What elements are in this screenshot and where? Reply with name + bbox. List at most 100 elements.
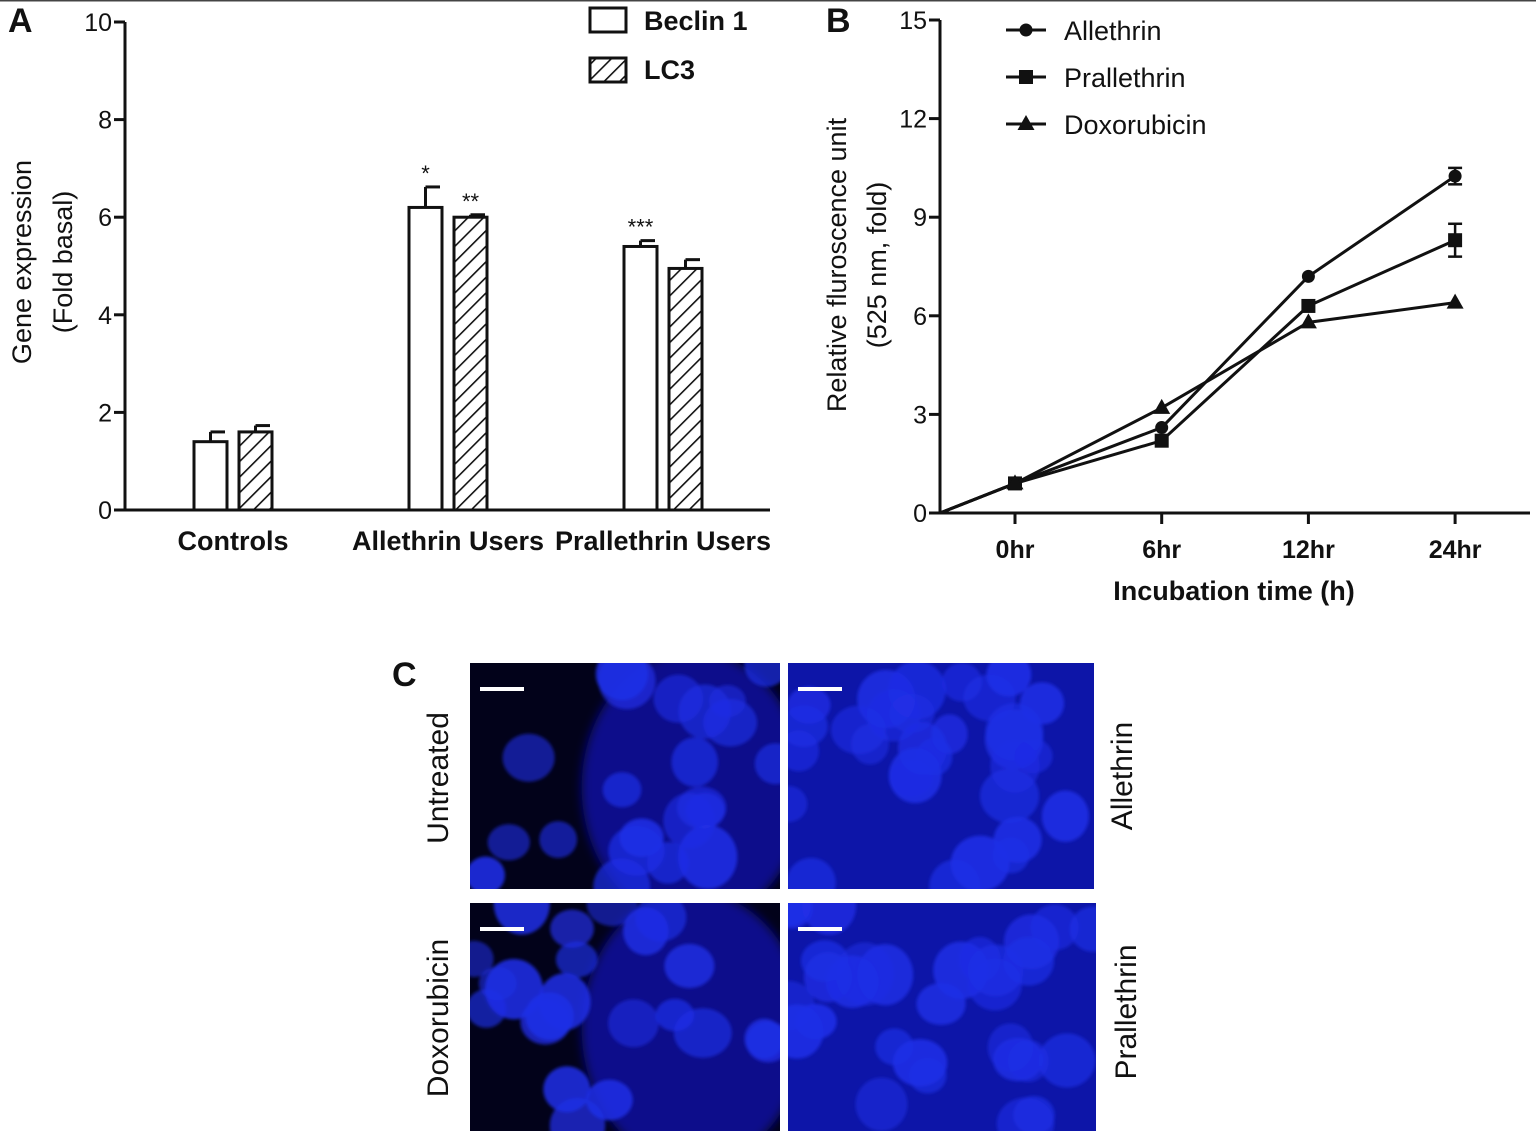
panel-b-x-ticks: 0hr 6hr 12hr 24hr: [996, 513, 1482, 564]
nucleus: [608, 825, 665, 876]
point-allethrin-12hr: [1301, 269, 1315, 283]
micrograph-allethrin: [788, 663, 1094, 889]
nucleus: [802, 903, 857, 935]
nucleus: [555, 941, 598, 978]
nucleus: [857, 669, 916, 729]
nucleus: [673, 1008, 732, 1058]
legend-label-prallethrin: Prallethrin: [1064, 63, 1186, 93]
nucleus: [663, 793, 716, 849]
nucleus: [709, 685, 746, 718]
x-tick-label: 6hr: [1142, 536, 1181, 564]
x-tick-label: 0hr: [996, 536, 1035, 564]
point-allethrin-6hr: [1155, 421, 1169, 435]
y-tick-label: 0: [98, 497, 112, 525]
legend-marker-prallethrin: [1019, 70, 1033, 84]
nucleus: [487, 824, 530, 861]
panel-b: B 0 3 6 9 12 15 Relative fluroscence unit (52…: [822, 2, 1530, 606]
panel-b-y-title-1: Relative fluroscence unit: [822, 117, 852, 412]
point-doxorubicin-0hr: [1006, 474, 1024, 490]
legend-swatch-beclin: [588, 6, 628, 34]
nucleus: [543, 1066, 591, 1113]
micrograph-nuclei: [470, 903, 780, 1131]
nucleus: [788, 903, 814, 929]
category-label: Controls: [178, 526, 289, 556]
scale-bar: [798, 927, 842, 931]
micrograph-grid: [470, 663, 1096, 1131]
legend-label-lc3: LC3: [644, 55, 695, 85]
y-tick-label: 2: [98, 399, 112, 427]
nucleus: [744, 663, 780, 687]
bar-lc3-allethrin-users: [452, 215, 489, 512]
y-tick-label: 6: [913, 303, 927, 331]
micrograph-label-prallethrin: Prallethrin: [1110, 944, 1143, 1079]
nucleus: [875, 1028, 914, 1066]
nucleus: [493, 903, 550, 935]
panel-a-y-ticks: 0 2 4 6 8 10: [84, 9, 125, 525]
significance-mark: ***: [628, 215, 654, 240]
category-label: Prallethrin Users: [555, 526, 771, 556]
point-prallethrin-12hr: [1301, 298, 1316, 313]
nucleus: [1019, 682, 1065, 725]
panel-a-y-title-1: Gene expression: [7, 160, 37, 364]
panel-b-x-title: Incubation time (h): [1113, 576, 1354, 606]
panel-a-letter: A: [8, 2, 33, 40]
nucleus: [950, 835, 1010, 889]
nucleus: [788, 857, 836, 889]
x-tick-label: 12hr: [1282, 536, 1335, 564]
nucleus: [586, 903, 638, 927]
panel-a: A 0 2 4 6 8 10 Gene expression (Fold basal) *…: [7, 2, 771, 556]
y-tick-label: 8: [98, 107, 112, 135]
panel-a-legend: Beclin 1 LC3: [588, 6, 748, 85]
y-tick-label: 9: [913, 204, 927, 232]
nucleus: [889, 759, 933, 798]
nucleus: [754, 743, 780, 785]
nucleus: [608, 999, 659, 1048]
nucleus: [664, 943, 715, 989]
panel-b-legend: Allethrin Prallethrin Doxorubicin: [1006, 16, 1207, 140]
nucleus: [931, 714, 968, 755]
y-tick-label: 4: [98, 302, 112, 330]
y-tick-label: 15: [899, 7, 927, 35]
scale-bar: [480, 687, 524, 691]
panel-c-letter: C: [392, 656, 417, 694]
nucleus: [470, 856, 505, 889]
nucleus: [602, 772, 642, 808]
nucleus: [595, 663, 649, 701]
bar-lc3-prallethrin-users: [667, 266, 704, 512]
nucleus: [996, 1097, 1055, 1131]
nucleus: [635, 903, 687, 942]
micrograph-nuclei: [788, 903, 1096, 1131]
legend-swatch-lc3: [588, 56, 628, 84]
nucleus: [1041, 790, 1089, 842]
y-tick-label: 0: [913, 500, 927, 528]
micrograph-label-doxorubicin: Doxorubicin: [422, 939, 455, 1097]
x-tick-label: 24hr: [1429, 536, 1482, 564]
nucleus: [539, 821, 578, 859]
nucleus: [788, 686, 831, 724]
point-doxorubicin-24hr: [1446, 293, 1464, 309]
legend-marker-allethrin: [1019, 23, 1033, 37]
line-prallethrin: [939, 238, 1456, 515]
significance-mark: *: [421, 161, 430, 186]
nucleus: [992, 1037, 1044, 1082]
category-label: Allethrin Users: [352, 526, 544, 556]
point-doxorubicin-6hr: [1153, 398, 1171, 414]
legend-label-beclin: Beclin 1: [644, 6, 748, 36]
nucleus: [671, 737, 718, 787]
micrograph-nuclei: [470, 663, 780, 889]
panel-c: C Untreated Allethrin Doxorubicin Pralle…: [392, 656, 1143, 1131]
panel-b-y-ticks: 0 3 6 9 12 15: [899, 7, 940, 528]
bar-beclin-1-prallethrin-users: [622, 244, 659, 512]
nucleus: [744, 1018, 780, 1059]
y-tick-label: 6: [98, 204, 112, 232]
nucleus: [788, 730, 819, 772]
legend-label-allethrin: Allethrin: [1064, 16, 1162, 46]
legend-label-doxorubicin: Doxorubicin: [1064, 110, 1207, 140]
nucleus: [525, 992, 574, 1041]
bar-beclin-1-allethrin-users: [407, 205, 444, 512]
micrograph-nuclei: [788, 663, 1089, 889]
y-tick-label: 12: [899, 106, 927, 134]
nucleus: [788, 1004, 824, 1059]
nucleus: [550, 909, 594, 948]
